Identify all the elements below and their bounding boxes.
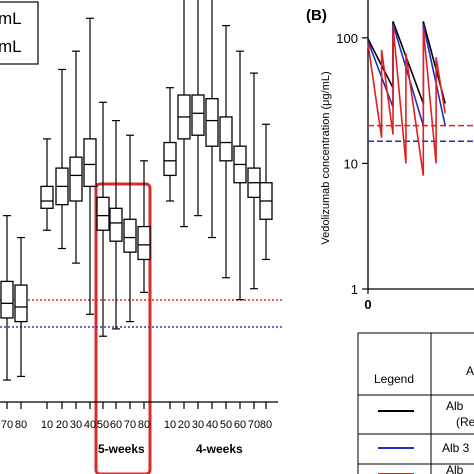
group-label-4-weeks: 4-weeks xyxy=(196,442,243,456)
box-1-70 xyxy=(123,134,137,323)
box-1-20 xyxy=(55,68,69,250)
x-tick-label: 40 xyxy=(206,419,218,431)
x-tick-label: 30 xyxy=(192,419,204,431)
box-1-10 xyxy=(40,138,54,231)
legend-table-border xyxy=(357,332,474,474)
legend-table-header-2: A xyxy=(466,364,474,378)
box-2-70 xyxy=(247,72,261,290)
box-0-80 xyxy=(14,236,28,378)
x-tick-label: 70 xyxy=(1,419,13,431)
box-1-80 xyxy=(137,160,151,293)
y-tick-label: 10 xyxy=(344,156,358,171)
box-iqr xyxy=(83,138,97,188)
box-iqr xyxy=(219,116,233,162)
legend-table: Legend A Alb (Re Alb 3 Alb xyxy=(357,332,474,474)
legend-row-2-text: Alb 3 xyxy=(442,441,470,455)
box-iqr xyxy=(123,218,137,253)
y-axis-label: Vedolizumab concentration (μg/mL) xyxy=(320,71,332,244)
legend-row-1-sub: (Re xyxy=(456,415,474,429)
panel-b-line-chart: (B) Vedolizumab concentration (μg/mL) 1 1… xyxy=(306,0,474,312)
group-label-5-weeks: 5-weeks xyxy=(98,442,145,456)
box-iqr xyxy=(109,207,123,242)
box-2-10 xyxy=(163,87,177,202)
legend-row-1-text: Alb xyxy=(446,399,464,413)
box-iqr xyxy=(205,98,219,147)
box-2-20 xyxy=(177,0,191,228)
x-tick-label: 80 xyxy=(260,419,272,431)
y-tick-label: 100 xyxy=(336,31,358,46)
box-iqr xyxy=(0,280,14,319)
concentration-series-2 xyxy=(367,25,446,176)
box-iqr xyxy=(137,225,151,261)
panel-a-boxplot: mL mL 70 80 10 20 30 40 50 60 70 80 10 20 30 40 50 60 70… xyxy=(0,0,284,474)
box-iqr xyxy=(96,196,110,231)
legend-row-3-text: Alb xyxy=(446,463,464,474)
x-tick-label: 70 xyxy=(248,419,260,431)
x-tick-label: 80 xyxy=(138,419,150,431)
legend-entry-1: mL xyxy=(0,9,22,28)
x-tick-label: 20 xyxy=(56,419,68,431)
box-1-50 xyxy=(96,101,110,337)
x-tick-label: 80 xyxy=(15,419,27,431)
x-tick-label: 30 xyxy=(70,419,82,431)
x-tick-label: 70 xyxy=(124,419,136,431)
box-1-40 xyxy=(83,17,97,315)
legend-entry-2: mL xyxy=(0,37,22,56)
legend-table-header-1: Legend xyxy=(374,372,414,386)
box-iqr xyxy=(40,185,54,209)
x-tick-label: 60 xyxy=(110,419,122,431)
box-2-40 xyxy=(205,0,219,239)
box-iqr xyxy=(69,156,83,202)
box-iqr xyxy=(14,284,28,323)
x-tick-label: 10 xyxy=(41,419,53,431)
box-1-30 xyxy=(69,50,83,264)
x-tick-label: 40 xyxy=(84,419,96,431)
x-tick-label: 50 xyxy=(97,419,109,431)
box-2-30 xyxy=(191,0,205,217)
box-0-70 xyxy=(0,215,14,381)
box-iqr xyxy=(163,141,177,177)
box-iqr xyxy=(191,94,205,136)
y-tick-label: 1 xyxy=(351,282,358,297)
box-2-60 xyxy=(233,50,247,301)
highlight-frame xyxy=(94,182,152,474)
panel-label: (B) xyxy=(306,7,327,24)
x-tick-label: 50 xyxy=(220,419,232,431)
x-tick-label: 0 xyxy=(364,297,371,312)
box-2-80 xyxy=(259,123,273,261)
x-tick-label: 10 xyxy=(164,419,176,431)
box-2-50 xyxy=(219,24,233,279)
concentration-series-0 xyxy=(367,21,446,104)
x-tick-label: 20 xyxy=(178,419,190,431)
x-tick-label: 60 xyxy=(234,419,246,431)
legend-box xyxy=(0,1,39,65)
box-1-60 xyxy=(109,119,123,330)
